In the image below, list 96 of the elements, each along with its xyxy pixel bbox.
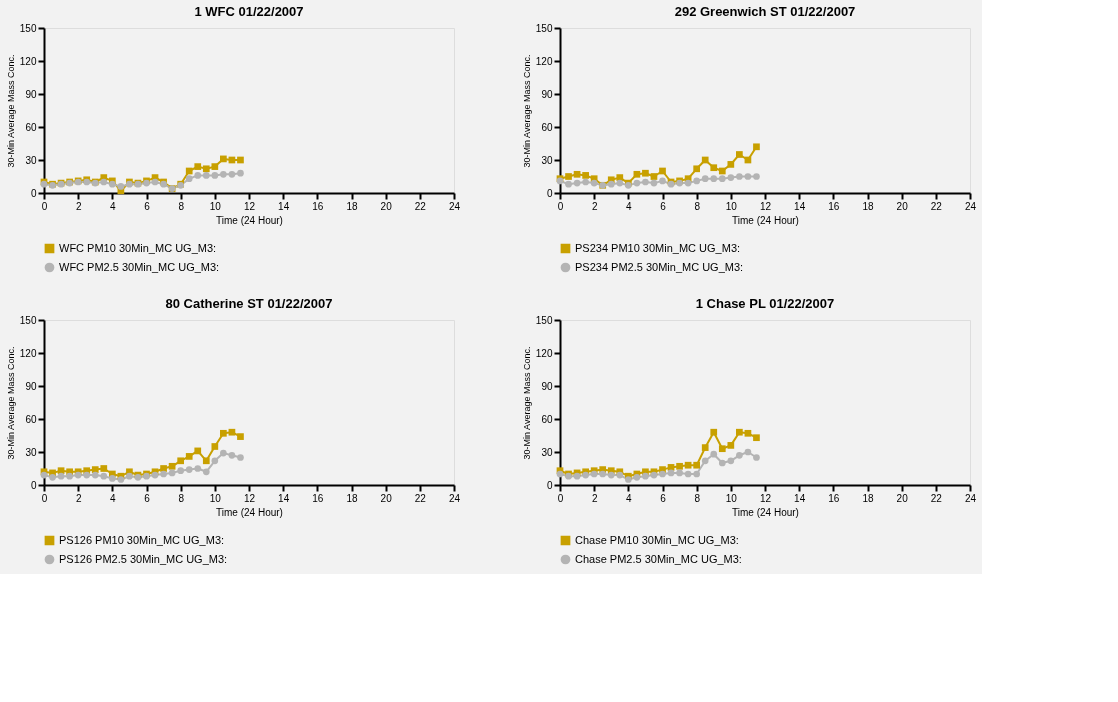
x-tick-label: 4: [626, 200, 633, 212]
y-tick-label: 0: [30, 479, 37, 491]
y-tick-label: 120: [19, 55, 37, 67]
y-tick-label: 120: [19, 347, 37, 359]
x-tick-label: 14: [278, 492, 290, 504]
y-tick-label: 30: [25, 446, 37, 458]
x-tick-label: 8: [694, 492, 701, 504]
y-axis-title: 30-Min Average Mass Conc.: [5, 346, 16, 460]
y-tick-label: 60: [25, 413, 37, 425]
x-tick-label: 18: [346, 200, 358, 212]
x-tick-label: 20: [896, 492, 909, 504]
x-tick-label: 24: [964, 492, 977, 504]
x-tick-label: 14: [794, 492, 806, 504]
x-axis-title: Time (24 Hour): [216, 506, 283, 518]
x-tick-label: 4: [110, 200, 117, 212]
y-tick-label: 0: [546, 479, 553, 491]
y-tick-label: 90: [25, 88, 37, 100]
y-tick-label: 60: [541, 413, 553, 425]
x-tick-label: 6: [660, 492, 667, 504]
chart-title: 80 Catherine ST 01/22/2007: [165, 296, 333, 311]
x-tick-label: 18: [346, 492, 358, 504]
x-tick-label: 2: [591, 492, 598, 504]
x-tick-label: 24: [964, 200, 977, 212]
y-tick-label: 0: [546, 187, 553, 199]
x-tick-label: 20: [896, 200, 909, 212]
y-tick-label: 90: [541, 88, 553, 100]
y-axis-title: 30-Min Average Mass Conc.: [521, 54, 532, 168]
x-tick-label: 14: [794, 200, 806, 212]
legend-label: WFC PM2.5 30Min_MC UG_M3:: [59, 260, 220, 273]
legend-label: PS234 PM10 30Min_MC UG_M3:: [575, 241, 741, 254]
x-tick-label: 16: [312, 492, 324, 504]
x-tick-label: 6: [144, 200, 151, 212]
x-axis-title: Time (24 Hour): [732, 214, 799, 226]
x-tick-label: 22: [930, 492, 943, 504]
x-tick-label: 12: [759, 492, 772, 504]
x-tick-label: 20: [380, 492, 393, 504]
x-tick-label: 18: [862, 492, 874, 504]
x-tick-label: 6: [660, 200, 667, 212]
chart-title: 1 WFC 01/22/2007: [194, 4, 304, 19]
y-tick-label: 90: [541, 380, 553, 392]
x-axis-title: Time (24 Hour): [216, 214, 283, 226]
chart-title: 292 Greenwich ST 01/22/2007: [674, 4, 856, 19]
x-tick-label: 16: [828, 492, 840, 504]
x-tick-label: 10: [209, 200, 222, 212]
legend-label: PS126 PM2.5 30Min_MC UG_M3:: [59, 552, 228, 565]
x-tick-label: 8: [178, 492, 185, 504]
legend-label: WFC PM10 30Min_MC UG_M3:: [59, 241, 217, 254]
x-tick-label: 2: [591, 200, 598, 212]
x-tick-label: 2: [75, 200, 82, 212]
x-tick-label: 0: [557, 492, 564, 504]
x-tick-label: 18: [862, 200, 874, 212]
x-tick-label: 0: [41, 492, 48, 504]
x-tick-label: 6: [144, 492, 151, 504]
x-tick-label: 20: [380, 200, 393, 212]
legend-label: PS126 PM10 30Min_MC UG_M3:: [59, 533, 225, 546]
x-tick-label: 0: [557, 200, 564, 212]
x-tick-label: 16: [312, 200, 324, 212]
y-tick-label: 30: [25, 154, 37, 166]
legend-label: PS234 PM2.5 30Min_MC UG_M3:: [575, 260, 744, 273]
x-axis-title: Time (24 Hour): [732, 506, 799, 518]
x-tick-label: 10: [725, 200, 738, 212]
chart-title: 1 Chase PL 01/22/2007: [695, 296, 835, 311]
legend-label: Chase PM10 30Min_MC UG_M3:: [575, 533, 739, 546]
legend-label: Chase PM2.5 30Min_MC UG_M3:: [575, 552, 742, 565]
y-tick-label: 90: [25, 380, 37, 392]
y-tick-label: 150: [535, 22, 553, 34]
x-tick-label: 4: [626, 492, 633, 504]
x-tick-label: 22: [414, 492, 427, 504]
y-tick-label: 30: [541, 154, 553, 166]
y-tick-label: 60: [25, 121, 37, 133]
x-tick-label: 14: [278, 200, 290, 212]
x-tick-label: 22: [414, 200, 427, 212]
y-tick-label: 150: [535, 314, 553, 326]
y-tick-label: 150: [19, 22, 37, 34]
x-tick-label: 10: [209, 492, 222, 504]
y-tick-label: 60: [541, 121, 553, 133]
y-tick-label: 150: [19, 314, 37, 326]
x-tick-label: 12: [243, 492, 256, 504]
y-axis-title: 30-Min Average Mass Conc.: [5, 54, 16, 168]
y-tick-label: 0: [30, 187, 37, 199]
x-tick-label: 22: [930, 200, 943, 212]
x-tick-label: 16: [828, 200, 840, 212]
x-tick-label: 8: [694, 200, 701, 212]
y-tick-label: 30: [541, 446, 553, 458]
x-tick-label: 0: [41, 200, 48, 212]
x-tick-label: 12: [243, 200, 256, 212]
x-tick-label: 10: [725, 492, 738, 504]
x-tick-label: 4: [110, 492, 117, 504]
x-tick-label: 24: [448, 492, 461, 504]
x-tick-label: 12: [759, 200, 772, 212]
y-tick-label: 120: [535, 55, 553, 67]
x-tick-label: 24: [448, 200, 461, 212]
y-tick-label: 120: [535, 347, 553, 359]
y-axis-title: 30-Min Average Mass Conc.: [521, 346, 532, 460]
x-tick-label: 8: [178, 200, 185, 212]
x-tick-label: 2: [75, 492, 82, 504]
